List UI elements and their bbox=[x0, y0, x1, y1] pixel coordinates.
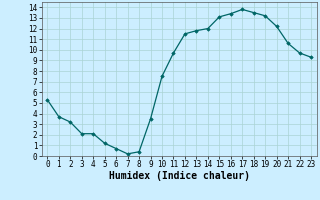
X-axis label: Humidex (Indice chaleur): Humidex (Indice chaleur) bbox=[109, 171, 250, 181]
